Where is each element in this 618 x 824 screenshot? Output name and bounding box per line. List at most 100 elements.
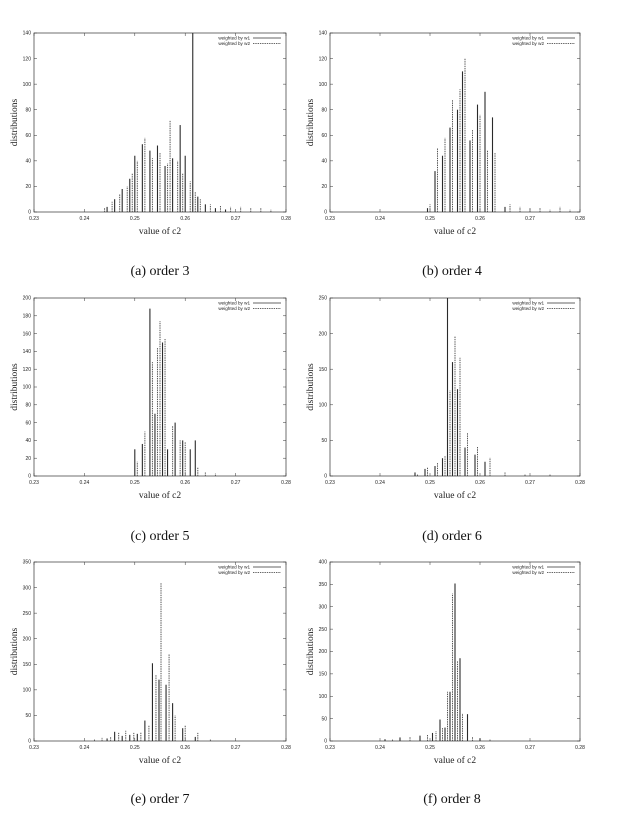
y-tick-label: 100 bbox=[319, 694, 328, 700]
x-tick-label: 0.28 bbox=[281, 480, 291, 486]
y-tick-label: 100 bbox=[23, 385, 32, 391]
y-tick-label: 250 bbox=[23, 611, 32, 617]
x-axis-label: value of c2 bbox=[434, 755, 476, 766]
y-tick-label: 100 bbox=[319, 82, 328, 88]
series-w1 bbox=[106, 663, 196, 741]
y-tick-label: 50 bbox=[25, 713, 31, 719]
x-axis-label: value of c2 bbox=[434, 226, 476, 237]
y-tick-label: 200 bbox=[319, 649, 328, 655]
x-tick-label: 0.23 bbox=[325, 745, 335, 751]
x-tick-label: 0.24 bbox=[80, 480, 90, 486]
y-axis-label: distributions bbox=[10, 363, 20, 411]
x-tick-label: 0.25 bbox=[130, 216, 140, 222]
y-tick-label: 140 bbox=[23, 31, 32, 37]
series-w2 bbox=[136, 321, 216, 476]
x-tick-label: 0.24 bbox=[80, 216, 90, 222]
y-tick-label: 0 bbox=[28, 739, 31, 745]
legend-label: weighted by w2 bbox=[512, 570, 544, 575]
x-tick-label: 0.23 bbox=[325, 480, 335, 486]
y-axis-label: distributions bbox=[10, 98, 20, 146]
x-tick-label: 0.23 bbox=[29, 216, 39, 222]
x-tick-label: 0.26 bbox=[475, 216, 485, 222]
chart-panel-1: 0 20 40 60 80 100 120 140 0.23 0.24 0.25 0.26 0.27 0.… bbox=[10, 31, 291, 237]
x-tick-label: 0.27 bbox=[231, 216, 241, 222]
y-axis-label: distributions bbox=[306, 627, 316, 675]
series-w1 bbox=[134, 308, 196, 476]
chart-panel-6: 0 50 100 150 200 250 300 350 400 0.23 0.24 0.25 0.26… bbox=[306, 560, 585, 766]
y-tick-label: 40 bbox=[25, 159, 31, 165]
x-tick-label: 0.27 bbox=[525, 216, 535, 222]
x-tick-label: 0.24 bbox=[375, 216, 385, 222]
x-tick-label: 0.28 bbox=[575, 480, 585, 486]
x-tick-label: 0.28 bbox=[575, 216, 585, 222]
legend-label: weighted by w2 bbox=[218, 570, 250, 575]
legend-label: weighted by w1 bbox=[512, 301, 544, 306]
y-tick-label: 140 bbox=[319, 31, 328, 37]
series-w2 bbox=[93, 582, 211, 741]
x-tick-label: 0.24 bbox=[80, 745, 90, 751]
legend-label: weighted by w1 bbox=[218, 565, 250, 570]
y-tick-label: 60 bbox=[25, 420, 31, 426]
y-tick-label: 150 bbox=[319, 672, 328, 678]
chart-panel-3: 0 20 40 60 80 100 120 140 160 180 200 0.23 0.24 0.25 0… bbox=[10, 296, 291, 501]
x-tick-label: 0.23 bbox=[325, 216, 335, 222]
plot-frame bbox=[33, 32, 287, 213]
plot-frame bbox=[33, 561, 287, 742]
y-tick-label: 20 bbox=[25, 184, 31, 190]
legend-label: weighted by w1 bbox=[218, 301, 250, 306]
y-tick-label: 120 bbox=[319, 56, 328, 62]
y-tick-label: 80 bbox=[25, 403, 31, 409]
y-tick-label: 100 bbox=[319, 403, 328, 409]
legend-label: weighted by w2 bbox=[218, 306, 250, 311]
legend-label: weighted by w1 bbox=[512, 565, 544, 570]
y-tick-label: 140 bbox=[23, 349, 32, 355]
legend-label: weighted by w1 bbox=[512, 36, 544, 41]
series-w2 bbox=[392, 593, 491, 741]
y-tick-label: 60 bbox=[321, 133, 327, 139]
series-w2 bbox=[417, 336, 551, 476]
y-tick-label: 80 bbox=[25, 107, 31, 113]
chart-panel-5: 0 50 100 150 200 250 300 350 0.23 0.24 0.25 0.26 0.2… bbox=[10, 560, 291, 766]
chart-panel-2: 0 20 40 60 80 100 120 140 0.23 0.24 0.25 0.26 0.27 0.… bbox=[306, 31, 585, 237]
y-tick-label: 160 bbox=[23, 331, 32, 337]
legend-label: weighted by w2 bbox=[512, 41, 544, 46]
x-tick-label: 0.23 bbox=[29, 745, 39, 751]
x-tick-label: 0.27 bbox=[231, 480, 241, 486]
plot-frame bbox=[329, 32, 581, 213]
y-tick-label: 120 bbox=[23, 56, 32, 62]
y-axis-label: distributions bbox=[10, 627, 20, 675]
y-tick-label: 100 bbox=[23, 82, 32, 88]
y-tick-label: 0 bbox=[28, 210, 31, 216]
x-axis-label: value of c2 bbox=[139, 490, 181, 501]
x-tick-label: 0.24 bbox=[375, 480, 385, 486]
y-axis-label: distributions bbox=[306, 363, 316, 411]
y-tick-label: 50 bbox=[321, 716, 327, 722]
y-tick-label: 180 bbox=[23, 314, 32, 320]
subfigure-caption: (c) order 5 bbox=[130, 529, 189, 544]
chart-panel-4: 0 50 100 150 200 250 0.23 0.24 0.25 0.26 0.27 0.28 v… bbox=[306, 296, 585, 501]
y-tick-label: 200 bbox=[23, 296, 32, 302]
x-tick-label: 0.25 bbox=[130, 480, 140, 486]
x-tick-label: 0.28 bbox=[281, 216, 291, 222]
series-w1 bbox=[414, 298, 486, 476]
x-tick-label: 0.26 bbox=[180, 745, 190, 751]
x-axis-label: value of c2 bbox=[139, 226, 181, 237]
x-tick-label: 0.24 bbox=[375, 745, 385, 751]
y-tick-label: 250 bbox=[319, 296, 328, 302]
y-tick-label: 120 bbox=[23, 367, 32, 373]
subfigure-caption: (e) order 7 bbox=[130, 792, 189, 807]
y-tick-label: 200 bbox=[23, 636, 32, 642]
x-tick-label: 0.28 bbox=[575, 745, 585, 751]
x-tick-label: 0.27 bbox=[231, 745, 241, 751]
y-tick-label: 0 bbox=[28, 474, 31, 480]
y-tick-label: 400 bbox=[319, 560, 328, 566]
x-tick-label: 0.27 bbox=[525, 745, 535, 751]
y-tick-label: 40 bbox=[321, 159, 327, 165]
x-tick-label: 0.28 bbox=[281, 745, 291, 751]
x-tick-label: 0.26 bbox=[475, 480, 485, 486]
y-tick-label: 350 bbox=[319, 582, 328, 588]
x-tick-label: 0.26 bbox=[475, 745, 485, 751]
y-tick-label: 20 bbox=[321, 184, 327, 190]
y-axis-label: distributions bbox=[306, 98, 316, 146]
